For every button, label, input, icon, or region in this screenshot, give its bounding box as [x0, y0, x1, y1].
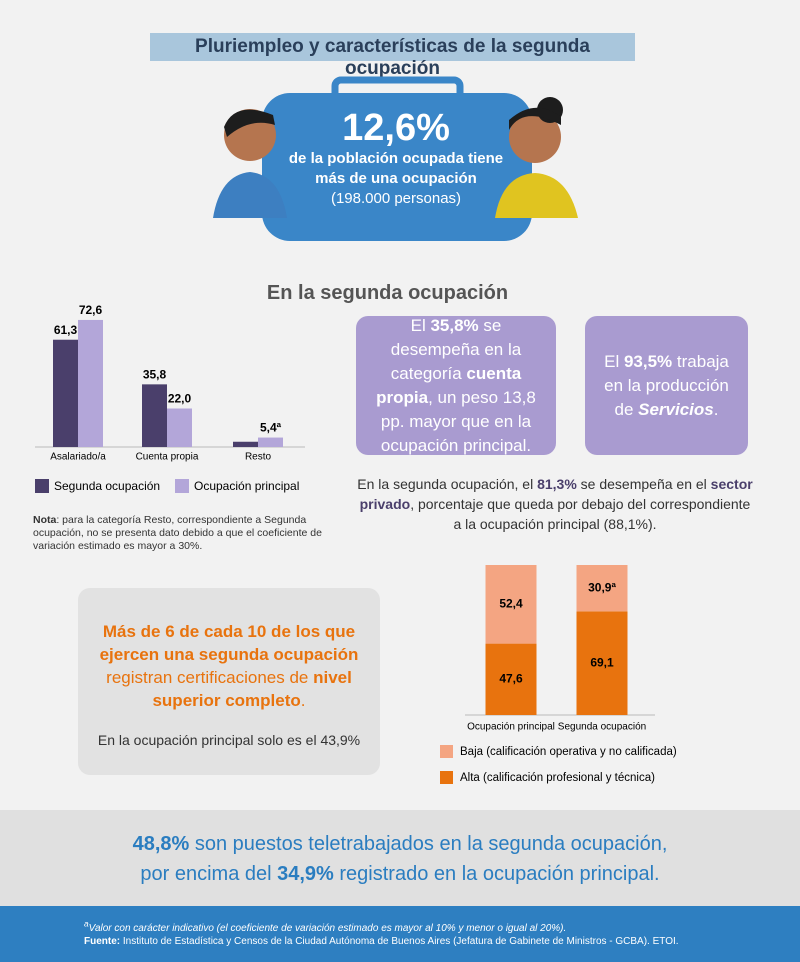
bar-segment: [576, 565, 628, 612]
highlight-text: 12,6% de la población ocupada tiene más …: [262, 107, 530, 209]
text: cuenta propia: [376, 363, 522, 407]
text: El: [410, 315, 431, 335]
text: nivel superior completo: [152, 668, 352, 710]
sector-text: En la segunda ocupación, el 81,3% se des…: [355, 474, 755, 534]
legend-label: Ocupación principal: [194, 479, 299, 493]
value-label: 35,8: [143, 368, 167, 382]
legend-label: Segunda ocupación: [54, 479, 160, 493]
value-label: 22,0: [168, 392, 192, 406]
legend-swatch: [175, 479, 189, 493]
x-tick-label: Resto: [245, 452, 272, 463]
legend-swatch: [35, 479, 49, 493]
highlight-line: de la población ocupada tiene: [288, 150, 504, 167]
text: se desempeña en el: [576, 476, 711, 492]
text: registrado en la ocupación principal.: [333, 863, 660, 885]
value-label: 5,4ª: [260, 421, 282, 435]
certification-subtext: En la ocupación principal solo es el 43,…: [97, 732, 361, 748]
section-title: En la segunda ocupación: [266, 282, 509, 304]
text: registran certificaciones de: [106, 668, 314, 687]
text: 34,9%: [277, 863, 334, 885]
x-tick-label: Cuenta propia: [136, 452, 199, 463]
card: El 93,5% trabaja en la producción de Ser…: [585, 316, 748, 455]
footer-text: aValor con carácter indicativo (el coefi…: [84, 918, 784, 948]
text: .: [300, 691, 306, 710]
bar: [142, 384, 167, 447]
text: 81,3%: [537, 476, 577, 492]
footer: [0, 906, 800, 962]
note: Nota: para la categoría Resto, correspon…: [33, 514, 323, 553]
source: Fuente: Instituto de Estadística y Censo…: [84, 935, 784, 948]
text: trabaja en la producción de: [604, 351, 729, 419]
person-left-hair: [224, 109, 275, 137]
highlight-value: 12,6%: [342, 107, 450, 149]
text: 35,8%: [430, 315, 479, 335]
text: .: [713, 399, 719, 419]
value-label: 61,3: [54, 323, 78, 337]
title: Pluriempleo y características de la segu…: [195, 36, 590, 79]
person-left-body: [213, 172, 287, 218]
x-tick-label: Ocupación principal: [467, 722, 555, 733]
text: El: [604, 351, 624, 371]
x-tick-label: Asalariado/a: [50, 452, 106, 463]
person-right-head: [509, 111, 561, 163]
legend-swatch: [440, 745, 453, 758]
card: El 35,8% se desempeña en la categoría cu…: [356, 316, 556, 455]
person-right-body: [495, 173, 578, 218]
certification-box: [78, 588, 380, 775]
bar: [233, 441, 258, 447]
telework-line: 48,8% son puestos teletrabajados en la s…: [0, 829, 800, 859]
value-label: 30,9ª: [588, 580, 616, 594]
text: Valor con carácter indicativo (el coefic…: [88, 923, 567, 935]
briefcase-illustration: [213, 76, 578, 241]
highlight-line: más de una ocupación: [315, 170, 477, 187]
value-label: 52,4: [499, 596, 523, 610]
text: En la segunda ocupación, el: [357, 476, 538, 492]
highlight-line: (198.000 personas): [330, 190, 462, 207]
text: son puestos teletrabajados en la segunda…: [189, 833, 668, 855]
bar: [78, 319, 103, 447]
bar: [53, 339, 78, 447]
title-highlight: [150, 33, 635, 61]
telework-line: por encima del 34,9% registrado en la oc…: [0, 859, 800, 889]
bar-segment: [485, 565, 537, 644]
person-right-hair: [509, 107, 561, 130]
telework-band: [0, 810, 800, 906]
text: , porcentaje que queda por debajo del co…: [410, 496, 751, 532]
x-tick-label: Segunda ocupación: [558, 722, 646, 733]
note-label: Nota: [33, 514, 57, 526]
text: 93,5%: [623, 351, 673, 371]
bar-segment: [576, 611, 628, 715]
text: se desempeña en la categoría: [390, 315, 522, 383]
text: Instituto de Estadística y Censos de la …: [120, 936, 679, 948]
value-label: 69,1: [590, 655, 614, 669]
card-text: El 35,8% se desempeña en la categoría cu…: [368, 314, 544, 458]
value-label: 47,6: [499, 671, 523, 685]
card-text: El 93,5% trabaja en la producción de Ser…: [597, 350, 736, 422]
footnote: aValor con carácter indicativo (el coefi…: [84, 918, 784, 935]
text: , un peso 13,8 pp. mayor que en la ocupa…: [380, 387, 536, 455]
note-text: : para la categoría Resto, correspondien…: [33, 514, 322, 552]
telework-text: 48,8% son puestos teletrabajados en la s…: [0, 829, 800, 889]
text: por encima del: [140, 863, 278, 885]
text: Servicios: [638, 399, 714, 419]
bar: [258, 437, 283, 447]
briefcase: [262, 93, 532, 241]
legend-swatch: [440, 771, 453, 784]
text: Más de 6 de cada 10 de los que ejercen u…: [99, 622, 359, 664]
text: 48,8%: [132, 833, 190, 855]
grouped-bar-chart: Asalariado/a Cuenta propia Resto 61,3 35,8 Se…: [35, 303, 305, 493]
bar-segment: [485, 643, 537, 715]
legend-label: Baja (calificación operativa y no califi…: [460, 746, 677, 758]
text: sector privado: [359, 476, 753, 512]
bar: [167, 408, 192, 447]
value-label: 72,6: [79, 303, 103, 317]
legend-label: Alta (calificación profesional y técnica…: [460, 772, 655, 784]
stacked-bar-chart: Ocupación principal 47,6 52,4 Segunda ocupa…: [440, 565, 677, 784]
text: a: [84, 919, 89, 929]
text: Fuente:: [84, 936, 121, 948]
certification-text: Más de 6 de cada 10 de los que ejercen u…: [95, 620, 363, 712]
